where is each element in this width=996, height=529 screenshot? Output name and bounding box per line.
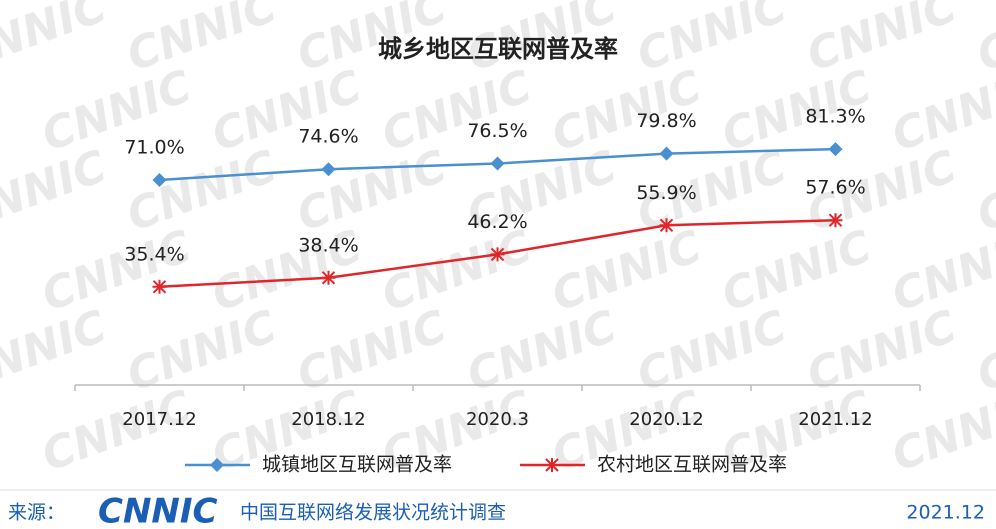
legend-label: 城镇地区互联网普及率 bbox=[262, 454, 452, 476]
watermark: CNNIC bbox=[0, 301, 113, 402]
date: 2021.12 bbox=[906, 502, 985, 524]
watermark: CNNIC bbox=[290, 141, 453, 242]
data-label: 55.9% bbox=[636, 182, 696, 204]
watermark: CNNIC bbox=[630, 0, 793, 82]
watermark: CNNIC bbox=[120, 0, 283, 82]
x-tick-label: 2020.12 bbox=[629, 409, 703, 430]
data-label: 74.6% bbox=[298, 126, 358, 148]
data-label: 46.2% bbox=[467, 211, 527, 233]
watermark: CNNIC bbox=[715, 221, 878, 322]
x-tick-label: 2018.12 bbox=[291, 409, 365, 430]
watermark: CNNIC bbox=[970, 301, 996, 402]
data-label: 57.6% bbox=[805, 177, 865, 199]
logo: CNNIC bbox=[98, 492, 218, 529]
point bbox=[321, 162, 336, 177]
point bbox=[659, 146, 674, 161]
data-label: 81.3% bbox=[805, 106, 865, 128]
watermark: CNNIC bbox=[460, 301, 623, 402]
data-label: 79.8% bbox=[636, 110, 696, 132]
point bbox=[321, 270, 336, 285]
data-label: 71.0% bbox=[124, 137, 184, 159]
watermark: CNNIC bbox=[120, 301, 283, 402]
watermark: CNNIC bbox=[375, 61, 538, 162]
point bbox=[828, 142, 843, 157]
point bbox=[659, 218, 674, 233]
legend-label: 农村地区互联网普及率 bbox=[597, 454, 787, 476]
watermark: CNNIC bbox=[375, 221, 538, 322]
data-label: 38.4% bbox=[298, 234, 358, 256]
point bbox=[828, 213, 843, 228]
point bbox=[490, 156, 505, 171]
watermark: CNNIC bbox=[800, 301, 963, 402]
watermark: CNNIC bbox=[35, 221, 198, 322]
watermark: CNNIC bbox=[970, 141, 996, 242]
watermark: CNNIC bbox=[35, 381, 198, 482]
x-tick-label: 2017.12 bbox=[122, 409, 196, 430]
watermark: CNNIC bbox=[800, 0, 963, 82]
point bbox=[490, 247, 505, 262]
watermark: CNNIC bbox=[885, 381, 996, 482]
watermark: CNNIC bbox=[0, 141, 113, 242]
watermark: CNNIC bbox=[630, 301, 793, 402]
data-label: 76.5% bbox=[467, 120, 527, 142]
watermark: CNNIC bbox=[0, 0, 113, 82]
source-label: 来源： bbox=[8, 502, 65, 524]
watermark: CNNIC bbox=[290, 301, 453, 402]
x-tick-label: 2021.12 bbox=[798, 409, 872, 430]
watermark: CNNIC bbox=[970, 0, 996, 82]
data-label: 35.4% bbox=[124, 243, 184, 265]
point bbox=[152, 173, 167, 187]
x-tick-label: 2020.3 bbox=[466, 409, 529, 430]
source: 中国互联网络发展状况统计调查 bbox=[240, 502, 506, 524]
chart-title: 城乡地区互联网普及率 bbox=[378, 35, 618, 63]
watermark: CNNIC bbox=[545, 221, 708, 322]
point bbox=[545, 458, 559, 472]
point bbox=[210, 458, 224, 472]
point bbox=[152, 279, 167, 294]
